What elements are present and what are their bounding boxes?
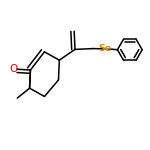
Text: Se: Se [99, 44, 112, 53]
Text: O: O [9, 64, 17, 74]
